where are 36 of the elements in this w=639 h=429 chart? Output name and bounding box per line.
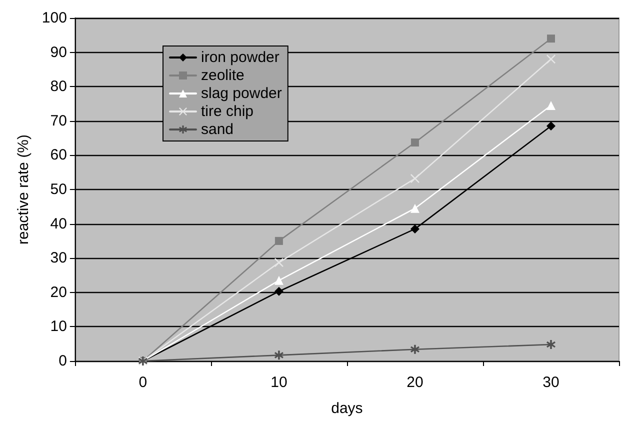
- y-tick-label: 0: [58, 352, 67, 370]
- y-tick-label: 90: [50, 44, 67, 61]
- point: [546, 340, 556, 350]
- y-tick-label: 70: [50, 112, 67, 130]
- y-tick-label: 100: [42, 10, 67, 26]
- legend-label: tire chip: [201, 103, 254, 120]
- legend-label: iron powder: [201, 49, 280, 66]
- legend-label: slag powder: [201, 85, 282, 102]
- point: [546, 122, 556, 131]
- x-axis-title: days: [331, 400, 363, 417]
- point: [274, 286, 284, 296]
- point: [410, 344, 420, 354]
- legend-label: zeolite: [201, 67, 244, 84]
- x-tick-label: 10: [270, 374, 288, 391]
- point: [546, 34, 555, 43]
- y-tick-label: 20: [50, 284, 67, 301]
- x-tick-label: 0: [138, 374, 148, 391]
- point: [274, 350, 284, 360]
- y-tick-label: 30: [50, 250, 67, 267]
- y-tick-label: 50: [50, 181, 67, 198]
- point: [410, 138, 419, 147]
- y-tick-label: 10: [50, 318, 67, 336]
- point: [274, 258, 284, 268]
- point: [546, 100, 556, 110]
- point: [410, 204, 420, 213]
- point: [274, 236, 283, 245]
- x-tick-label: 30: [542, 374, 560, 391]
- y-tick-label: 40: [50, 215, 67, 232]
- x-tick-label: 20: [406, 374, 424, 391]
- point: [546, 54, 556, 64]
- y-tick-label: 60: [50, 146, 67, 164]
- legend-label: sand: [201, 121, 234, 138]
- point: [410, 224, 420, 234]
- point: [274, 276, 284, 285]
- y-axis-title: reactive rate (%): [15, 134, 32, 245]
- y-tick-label: 80: [50, 78, 67, 96]
